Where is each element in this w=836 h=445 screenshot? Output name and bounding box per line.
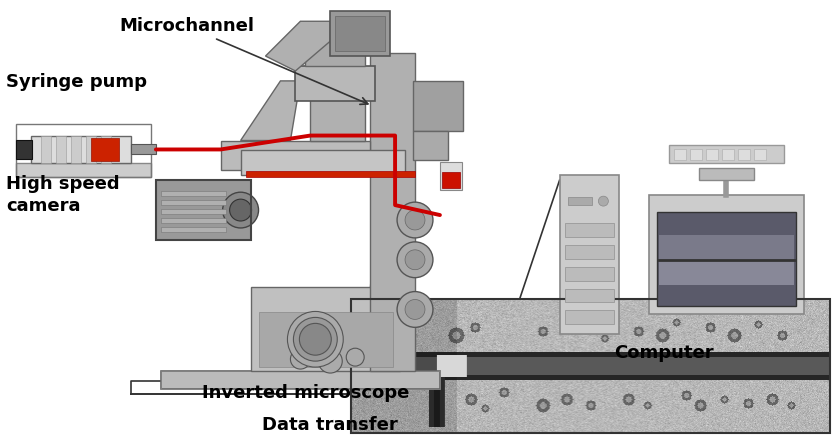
Bar bbox=[258, 312, 393, 367]
Bar bbox=[335, 16, 385, 51]
Bar bbox=[251, 287, 400, 371]
Circle shape bbox=[405, 210, 425, 230]
Bar bbox=[161, 371, 440, 389]
Bar bbox=[246, 171, 415, 177]
Bar bbox=[315, 51, 355, 81]
Polygon shape bbox=[241, 81, 300, 141]
Bar bbox=[413, 81, 463, 130]
Text: Data transfer: Data transfer bbox=[263, 416, 398, 434]
Bar bbox=[442, 172, 460, 188]
Bar bbox=[310, 81, 365, 141]
Bar bbox=[660, 260, 793, 285]
Bar bbox=[370, 53, 415, 371]
Bar bbox=[669, 146, 784, 163]
Circle shape bbox=[290, 349, 310, 369]
Bar bbox=[660, 235, 793, 285]
Bar bbox=[161, 218, 226, 223]
Bar bbox=[86, 136, 96, 163]
Bar bbox=[330, 11, 390, 56]
Bar bbox=[31, 136, 131, 163]
Bar bbox=[305, 41, 365, 66]
Circle shape bbox=[397, 242, 433, 278]
Bar bbox=[131, 145, 155, 154]
Bar bbox=[706, 150, 718, 160]
Bar bbox=[155, 180, 251, 240]
Text: Computer: Computer bbox=[614, 344, 714, 362]
Bar bbox=[56, 136, 66, 163]
Bar bbox=[161, 371, 440, 389]
Bar bbox=[295, 66, 375, 101]
Bar bbox=[351, 299, 829, 433]
Bar bbox=[91, 138, 119, 162]
Bar bbox=[699, 168, 754, 180]
Bar bbox=[41, 136, 51, 163]
Circle shape bbox=[299, 324, 331, 355]
Circle shape bbox=[346, 348, 364, 366]
Text: Inverted microscope: Inverted microscope bbox=[201, 384, 409, 402]
Bar bbox=[440, 162, 461, 190]
Circle shape bbox=[230, 199, 252, 221]
Circle shape bbox=[405, 250, 425, 270]
Bar bbox=[161, 191, 226, 196]
Bar bbox=[568, 197, 593, 205]
Bar bbox=[241, 150, 405, 175]
Bar bbox=[221, 141, 370, 170]
Bar bbox=[657, 212, 796, 307]
Circle shape bbox=[397, 291, 433, 328]
Bar bbox=[17, 163, 150, 177]
Text: Microchannel: Microchannel bbox=[119, 17, 368, 105]
Polygon shape bbox=[266, 21, 330, 71]
Bar bbox=[564, 267, 614, 281]
Circle shape bbox=[288, 312, 344, 367]
Bar bbox=[559, 175, 619, 334]
Circle shape bbox=[293, 317, 337, 361]
Circle shape bbox=[397, 202, 433, 238]
Bar bbox=[101, 136, 111, 163]
Bar bbox=[754, 150, 766, 160]
Bar bbox=[17, 140, 33, 159]
Circle shape bbox=[405, 299, 425, 320]
Bar bbox=[17, 124, 150, 177]
Bar bbox=[564, 311, 614, 324]
Bar bbox=[155, 180, 251, 240]
Text: High speed
camera: High speed camera bbox=[7, 175, 120, 215]
Bar bbox=[161, 209, 226, 214]
Text: Syringe pump: Syringe pump bbox=[7, 73, 147, 91]
Circle shape bbox=[319, 349, 342, 373]
Bar bbox=[564, 223, 614, 237]
Bar bbox=[650, 195, 803, 315]
Circle shape bbox=[599, 196, 609, 206]
Circle shape bbox=[222, 192, 258, 228]
Bar bbox=[564, 289, 614, 303]
Bar bbox=[738, 150, 750, 160]
Bar bbox=[674, 150, 686, 160]
Bar bbox=[690, 150, 702, 160]
Bar bbox=[161, 227, 226, 232]
Bar bbox=[161, 200, 226, 205]
Bar bbox=[71, 136, 81, 163]
Bar bbox=[564, 245, 614, 259]
Bar bbox=[413, 130, 448, 160]
Bar bbox=[722, 150, 734, 160]
